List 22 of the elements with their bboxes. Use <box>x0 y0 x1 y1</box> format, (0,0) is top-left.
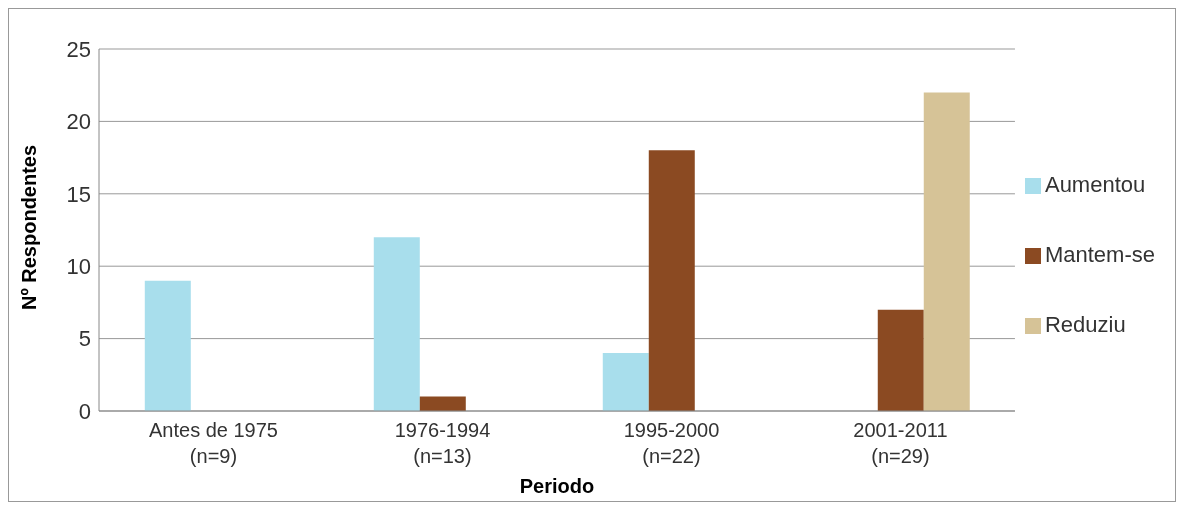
bar <box>602 353 649 411</box>
x-tick-label: 1995-2000 (n=22) <box>623 419 720 467</box>
x-tick-label: 2001-2011 (n=29) <box>853 419 948 467</box>
x-tick-label: 1976-1994 (n=13) <box>394 419 491 467</box>
x-tick-label: Antes de 1975 (n=9) <box>148 419 278 467</box>
y-tick-label: 20 <box>66 109 91 135</box>
y-tick-label: 15 <box>66 181 91 207</box>
bar <box>648 150 695 411</box>
legend-label: Mantem-se <box>1044 242 1155 267</box>
bar <box>144 280 191 411</box>
y-tick-label: 5 <box>78 326 91 352</box>
bar <box>419 396 466 411</box>
y-axis-title: Nº Respondentes <box>18 144 41 310</box>
legend-label: Reduziu <box>1044 312 1126 337</box>
bar <box>877 309 924 411</box>
bar <box>373 237 420 411</box>
bar <box>923 92 970 411</box>
x-axis-title: Periodo <box>519 475 595 497</box>
legend-label: Aumentou <box>1044 172 1146 197</box>
y-tick-label: 0 <box>78 398 91 424</box>
y-tick-label: 25 <box>66 36 91 62</box>
y-tick-label: 10 <box>66 254 91 280</box>
